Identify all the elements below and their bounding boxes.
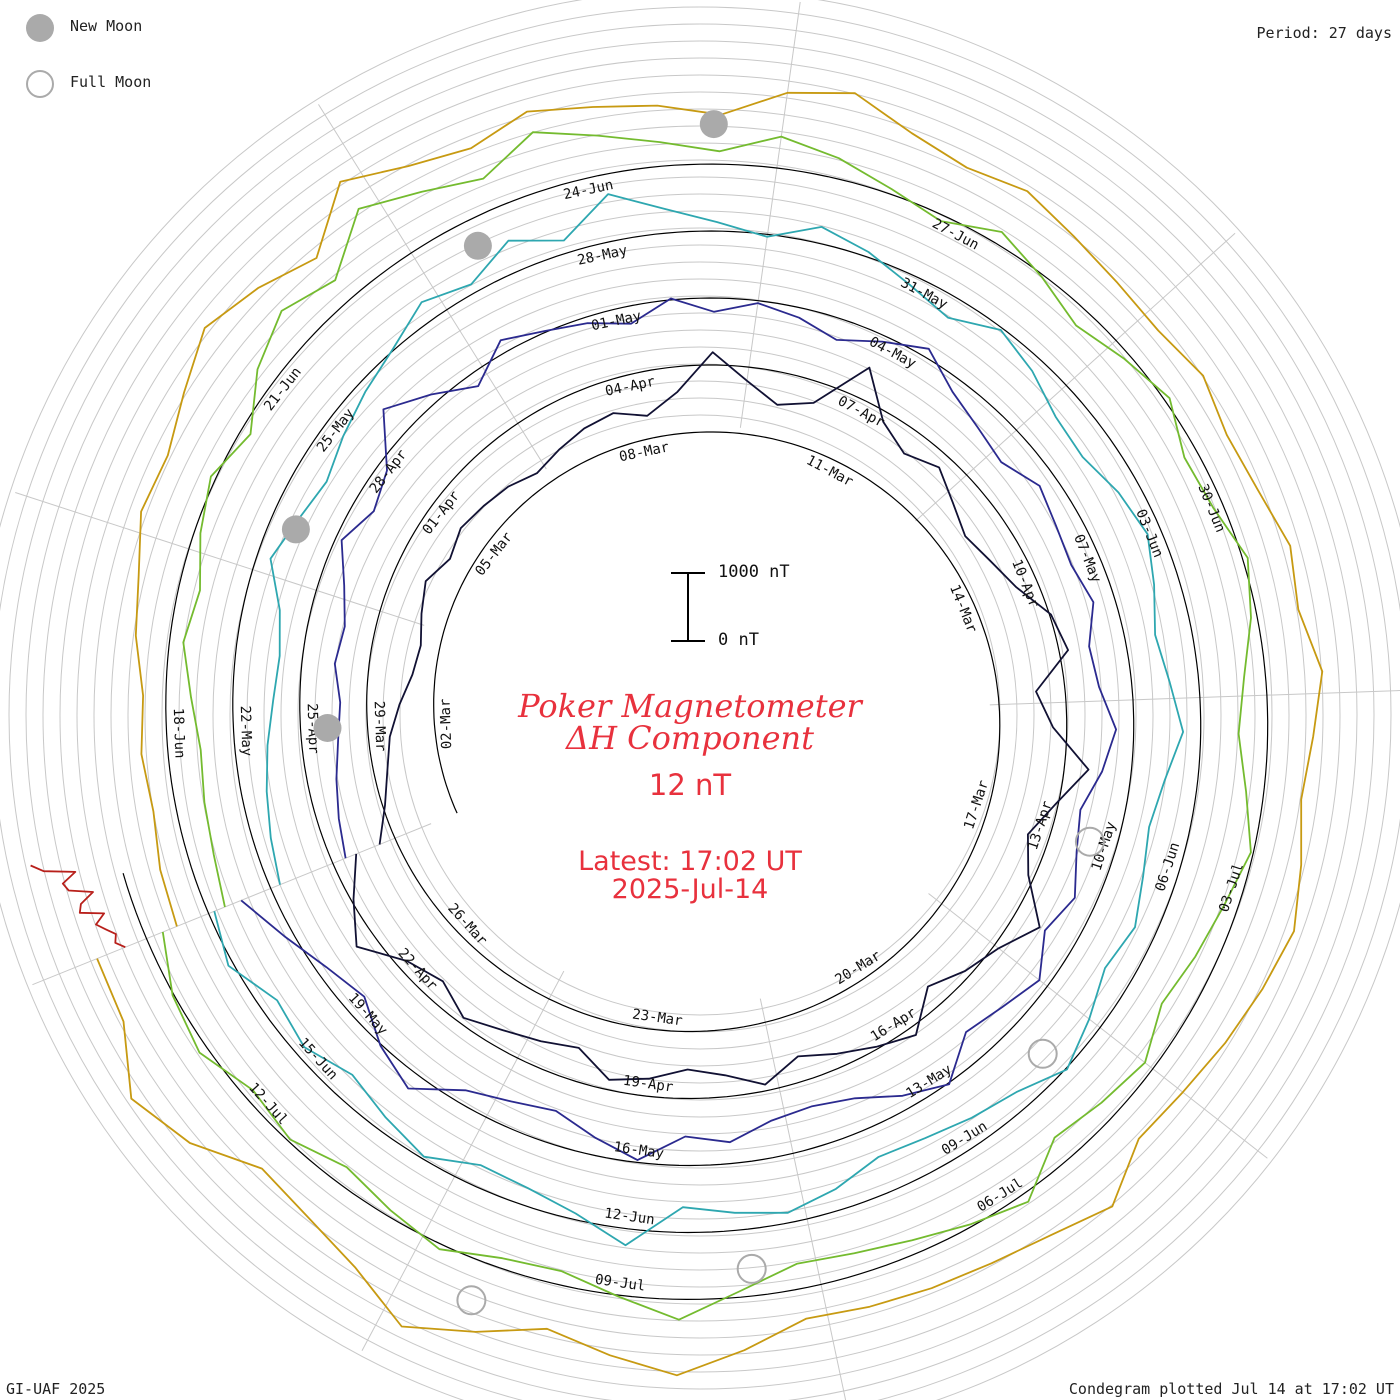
series-trace-17-Jun (96, 91, 1324, 1377)
date-label: 05-Mar (472, 529, 516, 579)
full-moon-icon (26, 70, 54, 98)
center-block: Poker Magnetometer ΔH Component 12 nT La… (440, 690, 940, 904)
date-label: 28-May (576, 243, 629, 269)
date-label: 01-May (590, 308, 643, 334)
new-moon-marker (463, 231, 492, 260)
series-trace-24-Apr (213, 193, 1184, 1247)
date-label: 09-Jul (594, 1272, 646, 1295)
date-label: 03-Jul (1216, 861, 1247, 914)
guide-ring (42, 57, 1358, 1373)
new-moon-marker (313, 714, 342, 742)
radial-spoke (928, 893, 1268, 1159)
new-moon-marker (281, 515, 310, 544)
guide-ring (365, 380, 1035, 1050)
footer-plotted: Condegram plotted Jul 14 at 17:02 UT (1068, 1380, 1394, 1398)
guide-ring (161, 176, 1239, 1254)
radial-spoke (759, 998, 847, 1400)
date-label: 12-Jun (603, 1205, 655, 1228)
guide-ring (314, 329, 1086, 1101)
latest-date-label: 2025-Jul-14 (611, 874, 769, 905)
date-label: 22-May (237, 705, 255, 756)
new-moon-marker (699, 110, 728, 139)
legend-new-moon-label: New Moon (70, 17, 143, 35)
resolution-label: 12 nT (648, 768, 732, 802)
date-label: 14-Mar (946, 582, 980, 635)
date-label: 25-Apr (304, 703, 322, 754)
full-moon-marker (736, 1253, 767, 1284)
guide-ring (280, 295, 1120, 1135)
date-label: 19-Apr (622, 1073, 674, 1096)
guide-ring (246, 261, 1154, 1169)
date-label: 03-Jun (1132, 507, 1166, 560)
chart-title: Poker Magnetometer (518, 687, 862, 725)
guide-ring (195, 210, 1205, 1220)
full-moon-marker (1074, 826, 1105, 857)
footer-credit: GI-UAF 2025 (6, 1380, 106, 1398)
new-moon-icon (26, 14, 54, 42)
radial-spoke (739, 1, 801, 428)
date-label: 18-Jun (170, 708, 188, 759)
date-label: 06-Jun (1152, 840, 1183, 893)
guide-ring (382, 397, 1018, 1033)
date-label: 29-Mar (371, 701, 389, 752)
spiral-baseline (122, 163, 1269, 1301)
date-label: 04-Apr (604, 374, 657, 400)
radial-spoke (989, 690, 1400, 706)
guide-ring (229, 244, 1171, 1186)
latest-time-label: Latest: 17:02 UT (578, 846, 802, 877)
guide-ring (76, 91, 1324, 1339)
date-label: 24-Jun (562, 177, 615, 203)
guide-ring (144, 159, 1256, 1271)
guide-ring (25, 40, 1375, 1390)
radial-spoke (32, 823, 432, 986)
date-label: 23-Mar (631, 1006, 683, 1029)
date-label: 02-Mar (438, 698, 456, 749)
guide-ring (297, 312, 1103, 1118)
guide-ring (348, 363, 1052, 1067)
legend-full-moon-label: Full Moon (70, 73, 152, 91)
period-label: Period: 27 days (1256, 24, 1392, 42)
guide-ring (0, 6, 1400, 1400)
radial-spoke (15, 492, 425, 626)
scale-top-label: 1000 nT (718, 562, 790, 582)
guide-ring (178, 193, 1222, 1237)
guide-ring (93, 108, 1307, 1322)
radial-spoke (915, 232, 1236, 522)
series-trace-01-Mar (352, 351, 1090, 1086)
guide-ring (59, 74, 1341, 1356)
date-label: 17-Mar (961, 778, 992, 831)
date-label: 16-May (613, 1139, 665, 1162)
full-moon-marker (456, 1285, 487, 1316)
guide-ring (127, 142, 1273, 1288)
date-label: 08-Mar (618, 439, 671, 465)
chart-subtitle: ΔH Component (565, 719, 815, 757)
full-moon-marker (1027, 1038, 1058, 1069)
scale-bottom-label: 0 nT (718, 630, 759, 650)
series-trace-28-Mar (240, 297, 1117, 1161)
guide-ring (8, 23, 1392, 1400)
series-trace-21-May (161, 131, 1252, 1321)
guide-ring (212, 227, 1188, 1203)
series-trace-14-Jul (30, 864, 126, 949)
guide-ring (263, 278, 1137, 1152)
radial-spoke (361, 970, 565, 1351)
date-label: 30-Jun (1194, 482, 1228, 535)
radial-spoke (318, 104, 547, 470)
